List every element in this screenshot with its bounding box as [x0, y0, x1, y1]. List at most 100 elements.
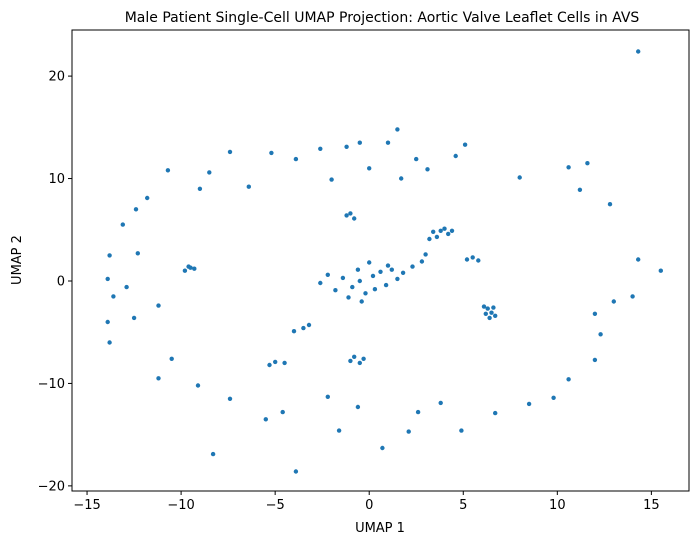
- data-point: [378, 269, 383, 274]
- data-point: [585, 161, 590, 166]
- data-point: [280, 409, 285, 415]
- data-point: [566, 377, 571, 382]
- data-point: [415, 409, 421, 415]
- data-point: [195, 383, 201, 388]
- data-point: [357, 278, 362, 284]
- data-point: [293, 156, 299, 162]
- data-point: [357, 140, 362, 145]
- data-point: [120, 222, 126, 227]
- data-point: [336, 428, 342, 433]
- data-point: [395, 127, 400, 132]
- data-point: [197, 186, 203, 191]
- data-point: [105, 319, 110, 325]
- data-point: [344, 144, 349, 149]
- plot-area: [72, 30, 689, 491]
- data-point: [493, 410, 498, 416]
- y-tick-label: −20: [38, 479, 65, 494]
- data-point: [389, 267, 394, 272]
- x-tick-label: 5: [459, 498, 467, 513]
- data-point: [431, 229, 436, 234]
- data-point: [400, 270, 406, 275]
- data-point: [419, 259, 425, 264]
- data-point: [526, 401, 532, 407]
- data-point: [291, 329, 297, 334]
- data-point: [487, 315, 492, 321]
- data-point: [361, 356, 366, 361]
- data-point: [636, 257, 641, 262]
- data-point: [630, 294, 635, 299]
- data-point: [658, 268, 663, 273]
- data-point: [301, 325, 306, 331]
- data-point: [383, 282, 389, 288]
- data-point: [355, 404, 361, 410]
- data-point: [434, 234, 440, 240]
- data-point: [210, 451, 216, 457]
- data-point: [483, 311, 488, 316]
- data-point: [318, 280, 323, 286]
- plot-frame: [71, 29, 690, 492]
- data-point: [385, 263, 391, 268]
- data-point: [186, 264, 191, 269]
- data-point: [449, 228, 455, 233]
- data-point: [145, 195, 150, 201]
- data-point: [227, 396, 233, 401]
- data-point: [105, 276, 110, 282]
- data-point: [476, 258, 481, 263]
- data-point: [107, 340, 112, 345]
- data-point: [355, 267, 361, 272]
- scatter-points: [105, 49, 663, 474]
- data-point: [453, 153, 458, 159]
- data-point: [370, 273, 376, 279]
- data-point: [344, 213, 349, 218]
- data-point: [363, 291, 368, 296]
- x-tick-label: −15: [73, 498, 100, 513]
- data-point: [133, 207, 139, 212]
- data-point: [340, 275, 346, 281]
- data-point: [607, 202, 613, 207]
- data-point: [346, 295, 351, 300]
- data-point: [566, 165, 571, 170]
- data-point: [325, 272, 330, 277]
- data-point: [459, 428, 464, 433]
- data-point: [385, 140, 391, 145]
- data-point: [318, 146, 323, 151]
- x-axis-ticks: −15 −10 −5 0 5 10 15: [73, 491, 660, 513]
- data-point: [577, 187, 583, 192]
- data-point: [135, 251, 140, 256]
- data-point: [414, 156, 419, 162]
- data-point: [282, 360, 287, 366]
- y-axis-ticks: −20 −10 0 10 20: [38, 70, 72, 494]
- data-point: [273, 359, 278, 365]
- data-point: [169, 356, 174, 361]
- data-point: [517, 175, 522, 180]
- data-point: [592, 357, 598, 363]
- data-point: [352, 216, 357, 221]
- data-point: [462, 142, 468, 147]
- data-point: [598, 332, 603, 337]
- data-point: [406, 429, 411, 434]
- data-point: [425, 167, 430, 172]
- data-point: [333, 288, 338, 293]
- data-point: [489, 310, 494, 315]
- x-axis-label: UMAP 1: [355, 521, 405, 536]
- data-point: [611, 299, 616, 304]
- data-point: [165, 168, 171, 173]
- data-point: [107, 253, 112, 258]
- data-point: [293, 469, 299, 474]
- data-point: [367, 166, 372, 171]
- data-point: [491, 305, 496, 310]
- y-tick-label: 10: [48, 172, 65, 187]
- x-tick-label: −5: [266, 498, 285, 513]
- data-point: [438, 400, 443, 406]
- data-point: [156, 303, 161, 308]
- data-point: [227, 149, 233, 155]
- data-point: [395, 276, 400, 282]
- data-point: [348, 358, 353, 364]
- data-point: [427, 236, 432, 242]
- data-point: [438, 228, 443, 233]
- y-axis-label: UMAP 2: [10, 235, 25, 285]
- data-point: [359, 299, 364, 304]
- data-point: [551, 395, 556, 400]
